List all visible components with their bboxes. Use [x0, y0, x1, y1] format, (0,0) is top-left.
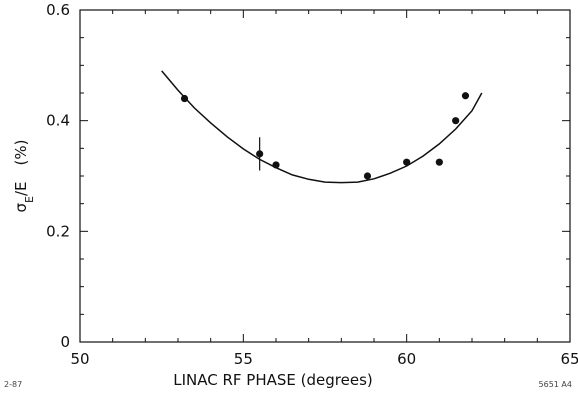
- data-point: [452, 117, 460, 125]
- figure-code-left: 2-87: [4, 380, 23, 389]
- y-tick-label: 0.2: [46, 222, 70, 240]
- y-tick-label: 0: [60, 333, 70, 351]
- x-tick-label: 60: [397, 350, 416, 368]
- y-tick-label: 0.4: [46, 112, 70, 130]
- data-point: [180, 94, 189, 103]
- y-axis-label-main: σ: [12, 202, 30, 212]
- tick-labels: 50 55 60 65 0 0.2 0.4 0.6: [46, 1, 578, 368]
- fit-curve: [161, 70, 483, 184]
- plot-frame: [79, 9, 571, 343]
- data-point: [461, 92, 470, 100]
- y-axis-label: σE/E (%): [12, 140, 36, 213]
- x-tick-label: 50: [70, 350, 89, 368]
- data-point: [272, 161, 280, 169]
- x-tick-label: 65: [560, 350, 578, 368]
- data-point: [403, 158, 411, 166]
- data-points: [180, 92, 470, 180]
- x-axis-label: LINAC RF PHASE (degrees): [173, 371, 373, 389]
- x-tick-label: 55: [234, 350, 253, 368]
- data-point: [435, 158, 443, 166]
- y-axis-label-unit: (%): [12, 140, 30, 166]
- y-tick-label: 0.6: [46, 1, 70, 19]
- y-axis-label-sub: E: [23, 196, 36, 203]
- data-point: [256, 150, 264, 158]
- svg-text:σE/E(%): σE/E (%): [12, 140, 36, 213]
- data-point: [363, 172, 372, 180]
- figure-code-right: 5651 A4: [538, 380, 572, 389]
- axis-ticks: [79, 9, 571, 343]
- y-axis-label-tail: /E: [12, 181, 30, 196]
